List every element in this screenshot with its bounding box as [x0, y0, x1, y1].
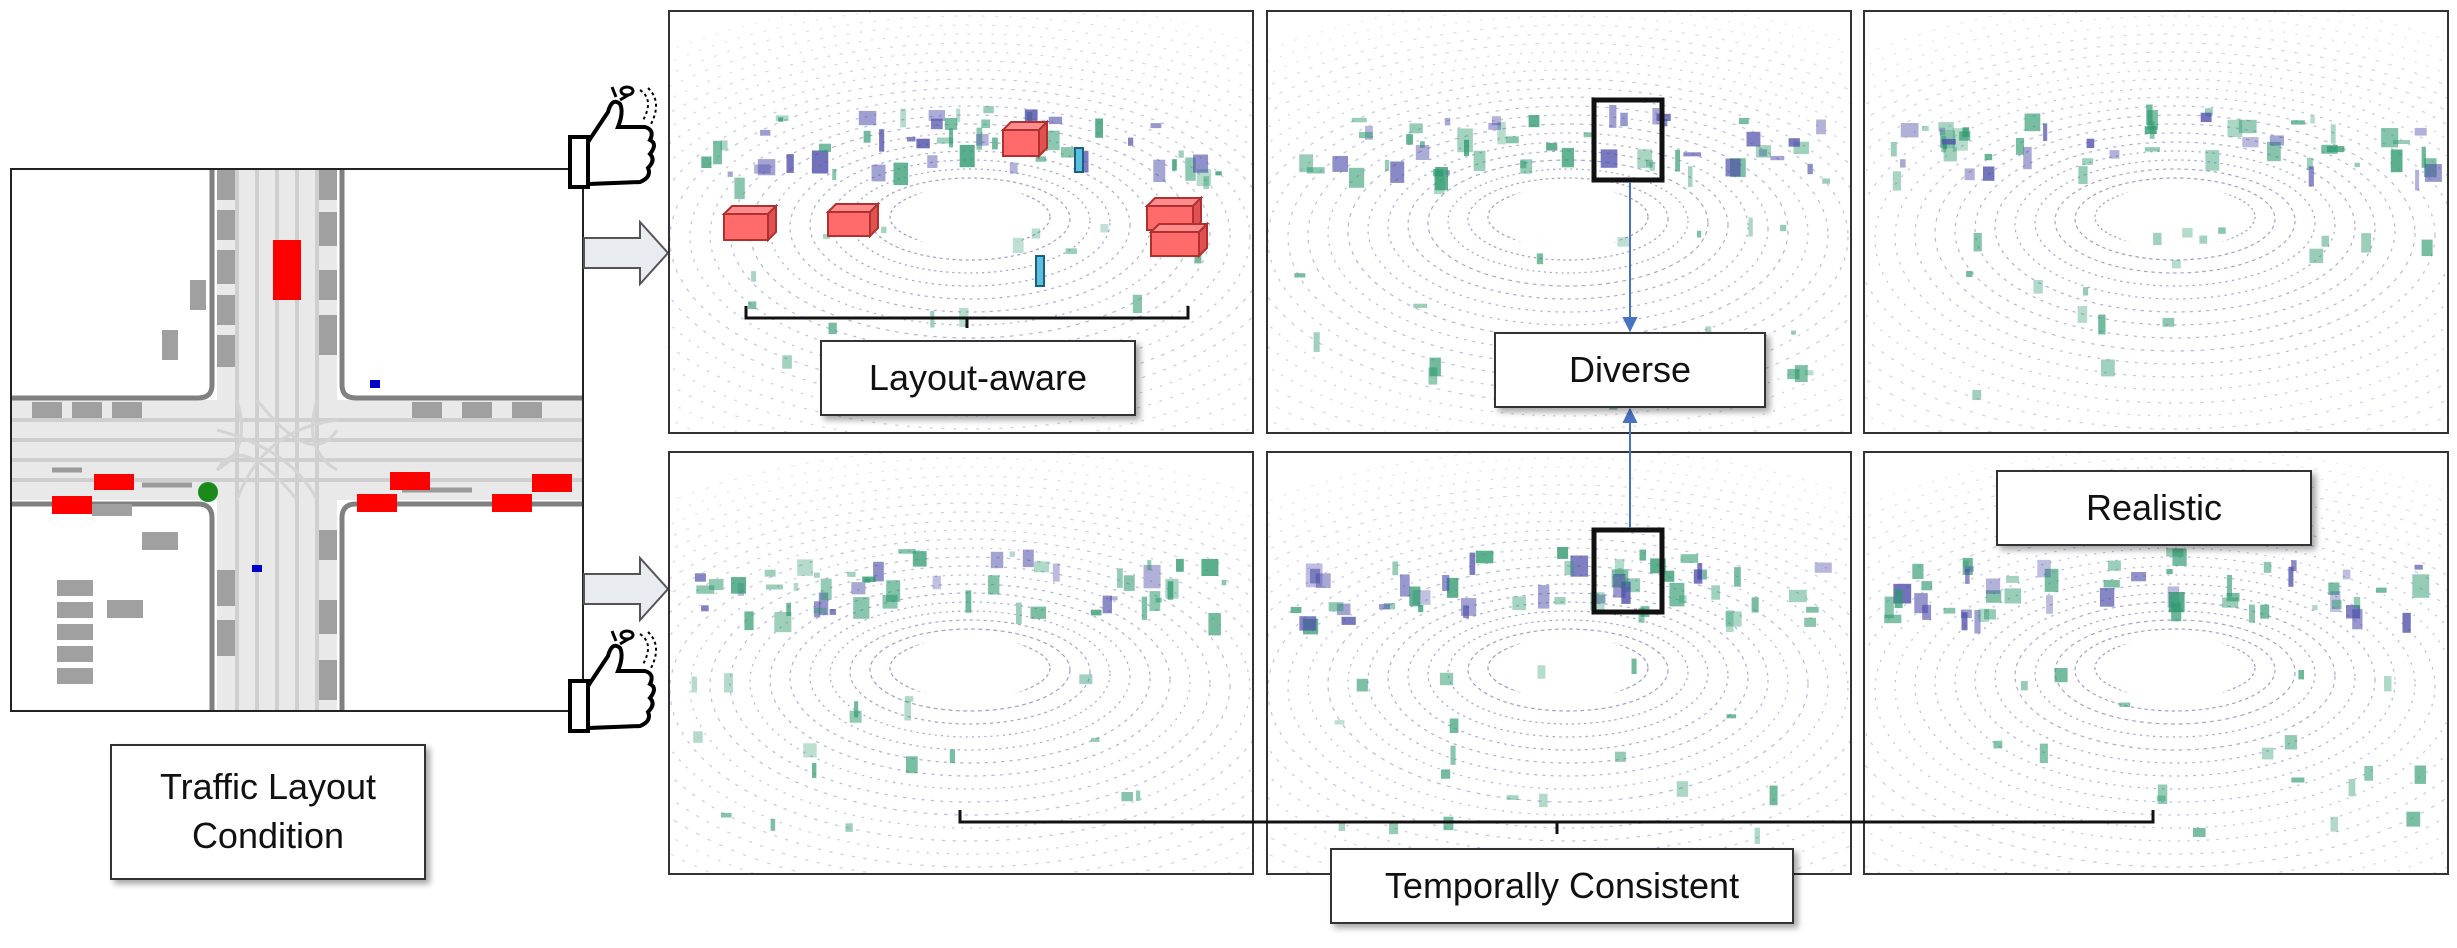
active-vehicles: [52, 240, 572, 514]
arrow-right-icon: [583, 220, 670, 286]
vehicle-box: [721, 203, 779, 243]
point-cloud: [1865, 12, 2447, 432]
pedestrians: [252, 380, 380, 572]
arrow-down-icon: [1622, 317, 1638, 333]
vehicle-box: [825, 201, 881, 239]
vehicle-box: [1148, 221, 1210, 259]
panel-top-3: [1863, 10, 2449, 434]
condition-line-2: Condition: [191, 815, 345, 856]
arrow-right-icon: [583, 556, 670, 622]
bracket-temporally-consistent: [958, 810, 2155, 834]
panel-bottom-1: [668, 451, 1254, 875]
bracket-layout-aware: [744, 306, 1190, 328]
pedestrian-boxes: [1035, 147, 1084, 287]
map-drawing: [12, 170, 582, 710]
ego-vehicle: [198, 482, 218, 502]
thumbs-up-icon: [568, 629, 657, 733]
thumbs-up-icon: [568, 85, 657, 189]
point-cloud: [670, 453, 1252, 873]
curbs: [12, 170, 582, 710]
point-cloud: [670, 12, 1252, 432]
vehicle-box: [1000, 119, 1050, 159]
traffic-layout-map: [10, 168, 584, 712]
pedestrian-box: [1035, 255, 1045, 287]
parked-vehicles: [32, 170, 542, 700]
realistic-label: Realistic: [1996, 470, 2312, 546]
point-cloud: [1268, 453, 1850, 873]
diverse-label: Diverse: [1494, 332, 1766, 408]
condition-line-1: Traffic Layout: [159, 766, 377, 808]
diverse-links: [1622, 182, 1638, 528]
condition-label: Traffic Layout Condition: [110, 744, 426, 880]
arrow-up-icon: [1622, 407, 1638, 423]
pedestrian-box: [1074, 147, 1084, 173]
highlight-square-top: [1591, 97, 1665, 183]
layout-aware-label: Layout-aware: [820, 340, 1136, 416]
vehicle-boxes: [721, 119, 1210, 259]
point-cloud: [1268, 12, 1850, 432]
temporally-consistent-label: Temporally Consistent: [1330, 848, 1794, 924]
highlight-square-bottom: [1591, 527, 1665, 615]
panel-bottom-2: [1266, 451, 1852, 875]
point-cloud: [1865, 453, 2447, 873]
turn-curves: [215, 399, 339, 501]
